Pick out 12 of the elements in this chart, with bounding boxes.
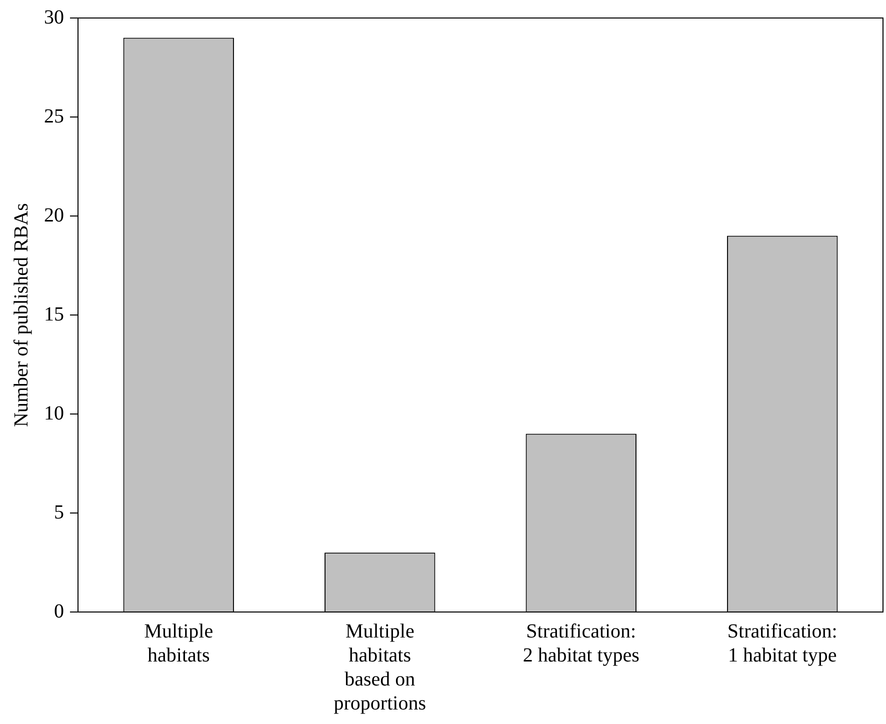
y-tick-label: 10 — [44, 402, 64, 424]
y-tick-label: 15 — [44, 303, 64, 326]
x-tick-label: Multiple habitats based on proportions — [334, 620, 426, 714]
x-tick-label: Multiple habitats — [144, 620, 214, 666]
y-tick-label: 30 — [44, 6, 64, 28]
y-axis-title: Number of published RBAs — [10, 202, 32, 427]
y-tick-label: 5 — [54, 501, 64, 524]
x-tick-label: Stratification: 1 habitat type — [727, 620, 838, 666]
y-tick-label: 20 — [44, 204, 64, 226]
y-tick-label: 0 — [54, 600, 64, 622]
x-tick-label: Stratification: 2 habitat types — [522, 620, 640, 666]
y-tick-label: 25 — [44, 105, 64, 128]
